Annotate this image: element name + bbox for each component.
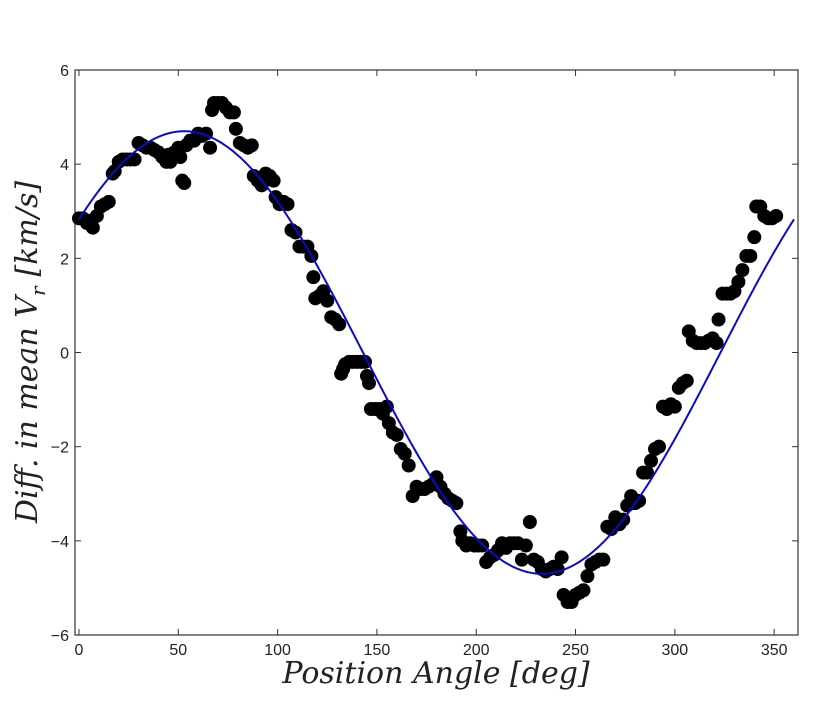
- data-point: [361, 376, 376, 391]
- x-tick-label: 150: [364, 642, 391, 659]
- y-tick-label: 4: [60, 157, 69, 174]
- y-axis-title: Diff. in mean Vr [km/s]: [10, 181, 50, 524]
- x-tick-label: 0: [75, 642, 84, 659]
- x-tick-label: 200: [463, 642, 490, 659]
- data-point: [332, 317, 347, 332]
- data-point: [554, 550, 569, 565]
- data-point: [226, 105, 241, 120]
- y-tick-label: −2: [51, 440, 69, 457]
- y-axis-ticks: −6 −4 −2 0 2 4 6: [51, 63, 798, 645]
- x-tick-label: 350: [761, 642, 788, 659]
- y-tick-label: 6: [60, 63, 69, 80]
- data-point: [651, 439, 666, 454]
- y-tick-label: 2: [60, 251, 69, 268]
- data-point: [266, 173, 281, 188]
- y-tick-label: −6: [51, 628, 69, 645]
- y-axis-title-unit: [km/s]: [10, 181, 45, 277]
- data-point: [397, 446, 412, 461]
- data-point: [735, 263, 750, 278]
- data-point: [580, 569, 595, 584]
- data-point: [101, 194, 116, 209]
- x-tick-label: 50: [169, 642, 187, 659]
- data-point: [522, 515, 537, 529]
- data-point: [644, 453, 659, 468]
- data-point: [449, 496, 464, 511]
- data-point: [667, 399, 682, 414]
- y-tick-label: −4: [51, 534, 69, 551]
- data-point: [173, 150, 188, 165]
- data-point: [244, 138, 259, 153]
- x-axis-title: Position Angle [deg]: [281, 656, 590, 691]
- data-point: [254, 178, 269, 193]
- scatter-series: [71, 95, 784, 610]
- x-axis-ticks: 0 50 100 150 200 250 300 350: [75, 70, 788, 659]
- data-point: [711, 312, 726, 327]
- data-point: [177, 176, 192, 190]
- x-tick-label: 300: [662, 642, 689, 659]
- y-axis-title-main: Diff. in mean V: [10, 293, 45, 524]
- data-point: [320, 293, 335, 308]
- sinusoid-fit-line: [78, 130, 795, 575]
- data-point: [576, 583, 591, 598]
- data-point: [514, 552, 529, 567]
- data-point: [747, 230, 762, 245]
- data-point: [228, 121, 243, 136]
- data-point: [769, 208, 784, 223]
- data-point: [709, 336, 724, 351]
- data-point: [640, 465, 655, 480]
- data-point: [389, 427, 404, 442]
- data-point: [127, 152, 142, 167]
- data-point: [357, 354, 372, 369]
- x-tick-label: 250: [562, 642, 589, 659]
- data-point: [306, 270, 321, 285]
- y-axis-title-subscript: r: [26, 285, 50, 296]
- data-point: [203, 140, 218, 155]
- data-point: [401, 458, 416, 473]
- data-point: [731, 274, 746, 289]
- data-point: [743, 248, 758, 263]
- data-point: [280, 197, 295, 212]
- y-tick-label: 0: [60, 346, 69, 363]
- data-point: [518, 538, 533, 553]
- data-point: [596, 552, 611, 567]
- data-point: [679, 373, 694, 388]
- x-tick-label: 100: [264, 642, 291, 659]
- data-point: [85, 220, 100, 235]
